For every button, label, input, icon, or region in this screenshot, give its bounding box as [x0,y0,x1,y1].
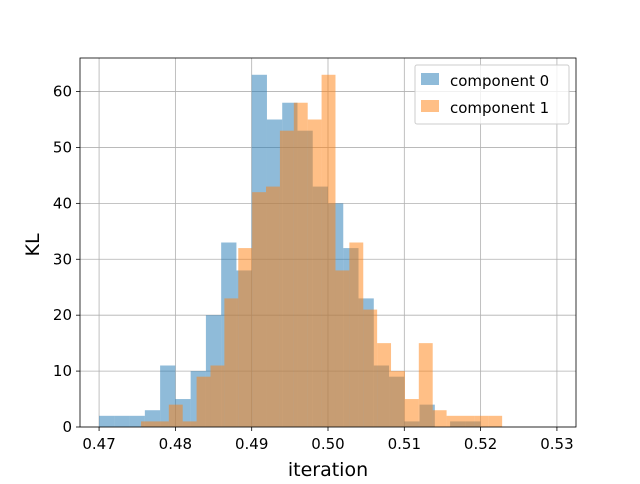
histogram-bar-series-1 [252,192,267,427]
histogram-bar-series-1 [460,415,475,427]
histogram-bar-series-1 [474,415,489,427]
histogram-bar-series-1 [238,248,253,427]
histogram-bar-series-1 [418,343,433,427]
histogram-bar-series-1 [335,270,350,427]
legend-box [414,64,570,125]
histogram-bar-series-1 [446,415,461,427]
histogram-bar-series-1 [404,399,419,427]
histogram-bar-series-1 [196,376,211,427]
histogram-bar-series-1 [168,404,183,427]
x-tick-label: 0.47 [82,435,115,453]
histogram-bar-series-1 [293,102,308,428]
legend-swatch-component-1 [421,100,439,112]
x-axis-ticks: 0.47 0.48 0.49 0.50 0.51 0.52 0.53 [82,427,574,453]
histogram-bar-series-1 [141,421,155,427]
x-tick-label: 0.51 [388,435,421,453]
histogram-bar-series-1 [377,343,392,427]
legend-label-component-0: component 0 [450,72,549,90]
histogram-bar-series-1 [279,130,294,427]
histogram-bar-series-1 [321,74,336,427]
histogram-bar-series-1 [391,371,405,427]
x-axis-label: iteration [288,459,368,480]
y-tick-label: 60 [53,83,72,101]
histogram-bar-series-1 [349,242,364,427]
histogram-bars [99,74,503,428]
histogram-bar-series-0 [99,415,115,427]
histogram-bar-series-1 [210,365,225,427]
y-tick-label: 40 [53,194,72,212]
x-tick-label: 0.49 [235,435,268,453]
legend-label-component-1: component 1 [450,99,549,117]
y-axis-ticks: 0 10 20 30 40 50 60 [53,83,80,436]
histogram-bar-series-1 [488,415,503,427]
histogram-bar-series-0 [129,415,145,427]
legend: component 0 component 1 [414,64,570,125]
histogram-bar-series-0 [114,415,130,427]
legend-swatch-component-0 [421,73,439,85]
x-tick-label: 0.52 [464,435,497,453]
y-tick-label: 30 [53,250,72,268]
histogram-bar-series-1 [224,298,239,427]
y-axis-label: KL [22,233,44,256]
y-tick-label: 20 [53,306,72,324]
histogram-bar-series-1 [307,119,322,427]
histogram-bar-series-1 [363,309,378,427]
x-tick-label: 0.53 [540,435,573,453]
histogram-bar-series-1 [182,421,197,427]
histogram-bar-series-1 [432,410,447,427]
y-tick-label: 50 [53,138,72,156]
x-tick-label: 0.50 [311,435,344,453]
x-tick-label: 0.48 [159,435,192,453]
y-tick-label: 0 [62,418,72,436]
histogram-bar-series-1 [154,421,169,427]
histogram-bar-series-1 [266,186,280,427]
y-tick-label: 10 [53,362,72,380]
